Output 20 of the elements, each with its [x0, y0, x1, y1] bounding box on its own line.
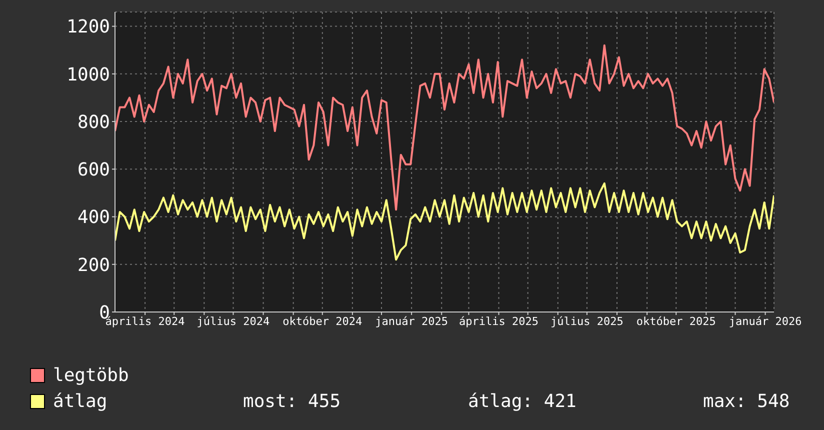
- x-tick-label: január 2026: [728, 314, 802, 328]
- line-series: [115, 44, 774, 211]
- y-tick-label: 600: [77, 160, 110, 181]
- y-tick-label: 1200: [66, 16, 110, 38]
- text: most: 455: [243, 390, 342, 412]
- text: max: 548: [703, 390, 790, 412]
- x-tick-label: január 2025: [375, 314, 448, 328]
- x-tick-label: április 2025: [459, 314, 539, 328]
- legend-label: legtöbb: [53, 364, 130, 386]
- y-tick-label: 400: [77, 207, 110, 228]
- y-tick-label: 200: [77, 254, 110, 276]
- x-tick-label: október 2025: [636, 314, 716, 328]
- x-tick-label: július 2025: [550, 314, 624, 328]
- legend-label: átlag: [53, 390, 108, 412]
- y-tick-label: 1000: [66, 64, 110, 86]
- x-tick-label: július 2024: [196, 314, 270, 328]
- text: átlag: 421: [468, 390, 578, 412]
- x-tick-label: október 2024: [282, 314, 362, 328]
- line-series: [115, 182, 774, 261]
- y-tick-label: 800: [77, 112, 110, 133]
